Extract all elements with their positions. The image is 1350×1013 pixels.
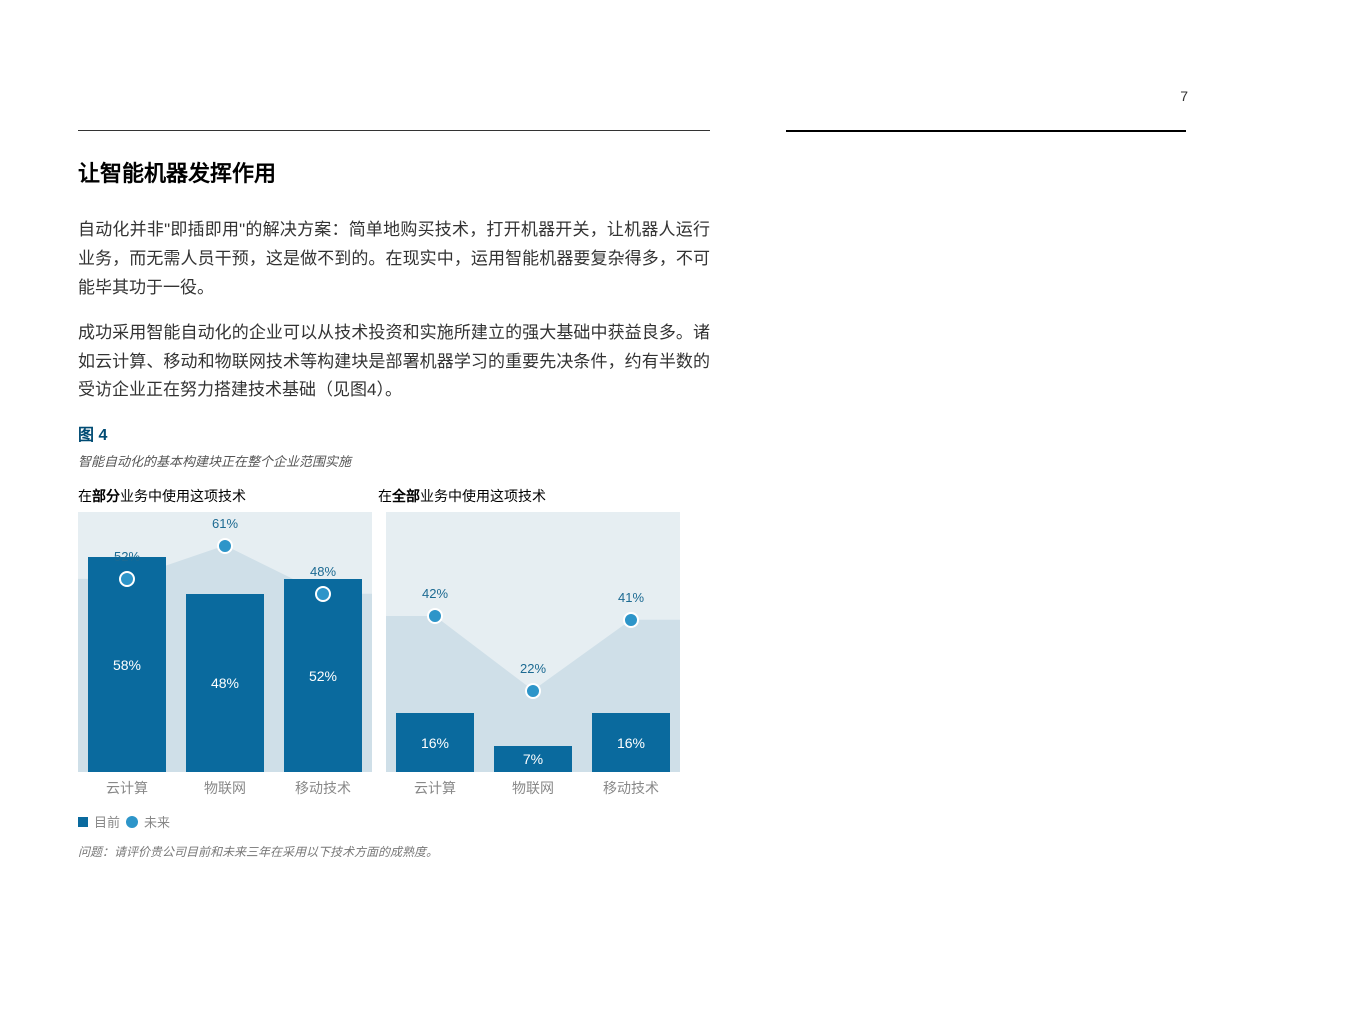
bar-value-label: 52%: [309, 668, 337, 684]
future-value-label: 61%: [212, 516, 238, 531]
x-axis-labels: 云计算物联网移动技术 云计算物联网移动技术: [78, 778, 710, 798]
paragraph: 成功采用智能自动化的企业可以从技术投资和实施所建立的强大基础中获益良多。诸如云计…: [78, 319, 710, 406]
future-circle-icon: [315, 586, 331, 602]
future-circle-icon: [217, 538, 233, 554]
header-text: 业务中使用这项技术: [120, 488, 246, 504]
legend-current-label: 目前: [94, 812, 120, 831]
header-text-bold: 部分: [92, 488, 120, 504]
future-point: 61%: [217, 538, 233, 554]
header-text-bold: 全部: [392, 488, 420, 504]
future-point: 41%: [623, 612, 639, 628]
bar: 7%: [494, 746, 572, 772]
x-axis-label: 物联网: [186, 778, 264, 798]
future-value-label: 22%: [520, 661, 546, 676]
section-title: 让智能机器发挥作用: [78, 156, 710, 188]
future-point: 42%: [427, 608, 443, 624]
chart-headers: 在部分业务中使用这项技术 在全部业务中使用这项技术: [78, 486, 710, 506]
future-point: 22%: [525, 683, 541, 699]
figure-caption: 智能自动化的基本构建块正在整个企业范围实施: [78, 451, 710, 470]
bar-value-label: 48%: [211, 675, 239, 691]
x-axis-label: 云计算: [88, 778, 166, 798]
future-value-label: 42%: [422, 586, 448, 601]
future-value-label: 52%: [114, 549, 140, 564]
chart-right: 16% 7% 16% 42% 22% 41%: [386, 512, 680, 772]
legend: 目前 未来: [78, 812, 710, 831]
legend-future-icon: [126, 816, 138, 828]
header-text: 业务中使用这项技术: [420, 488, 546, 504]
future-circle-icon: [119, 571, 135, 587]
future-value-label: 48%: [310, 564, 336, 579]
future-circle-icon: [525, 683, 541, 699]
x-axis-label: 云计算: [396, 778, 474, 798]
charts: 58% 48% 52% 52% 61% 48% 16% 7% 16% 42% 22% 41%: [78, 512, 710, 772]
rule-right: [786, 130, 1186, 132]
future-value-label: 41%: [618, 590, 644, 605]
future-circle-icon: [427, 608, 443, 624]
bar: 52%: [284, 579, 362, 772]
paragraph: 自动化并非"即插即用"的解决方案：简单地购买技术，打开机器开关，让机器人运行业务…: [78, 216, 710, 303]
bar: 16%: [592, 713, 670, 772]
bar-value-label: 7%: [523, 751, 543, 767]
chart-header-right: 在全部业务中使用这项技术: [378, 486, 678, 506]
x-labels-right: 云计算物联网移动技术: [386, 778, 680, 798]
x-axis-label: 移动技术: [284, 778, 362, 798]
future-circle-icon: [623, 612, 639, 628]
figure-label: 图 4: [78, 421, 710, 445]
bar: 58%: [88, 557, 166, 772]
header-text: 在: [78, 488, 92, 504]
chart-header-left: 在部分业务中使用这项技术: [78, 486, 378, 506]
future-point: 48%: [315, 586, 331, 602]
legend-current-icon: [78, 817, 88, 827]
chart-left: 58% 48% 52% 52% 61% 48%: [78, 512, 372, 772]
bars-right: 16% 7% 16%: [386, 512, 680, 772]
x-labels-left: 云计算物联网移动技术: [78, 778, 372, 798]
x-axis-label: 移动技术: [592, 778, 670, 798]
bar-value-label: 16%: [617, 735, 645, 751]
bar: 48%: [186, 594, 264, 772]
future-point: 52%: [119, 571, 135, 587]
bar: 16%: [396, 713, 474, 772]
header-text: 在: [378, 488, 392, 504]
bar-value-label: 58%: [113, 657, 141, 673]
x-axis-label: 物联网: [494, 778, 572, 798]
rule-left: [78, 130, 710, 131]
bar-value-label: 16%: [421, 735, 449, 751]
legend-future-label: 未来: [144, 812, 170, 831]
page-number: 7: [1180, 88, 1188, 104]
main-content: 让智能机器发挥作用 自动化并非"即插即用"的解决方案：简单地购买技术，打开机器开…: [78, 156, 710, 860]
figure-question: 问题：请评价贵公司目前和未来三年在采用以下技术方面的成熟度。: [78, 843, 710, 860]
